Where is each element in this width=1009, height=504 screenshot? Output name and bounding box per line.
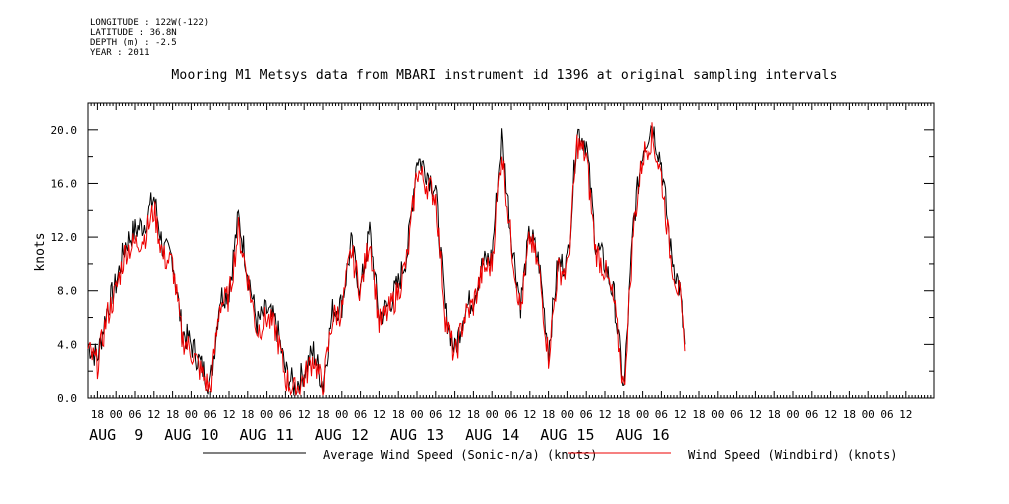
date-label: AUG 11 (240, 426, 294, 444)
date-label: AUG 15 (540, 426, 594, 444)
x-tick-label: 06 (204, 408, 217, 421)
x-tick-label: 18 (241, 408, 254, 421)
series-line-windbird-wind-speed (87, 122, 686, 397)
x-tick-label: 18 (316, 408, 329, 421)
y-tick-label: 20.0 (51, 124, 78, 137)
date-label: AUG 13 (390, 426, 444, 444)
x-tick-label: 06 (655, 408, 668, 421)
x-tick-label: 00 (636, 408, 649, 421)
y-tick-label: 12.0 (51, 231, 78, 244)
x-tick-label: 06 (880, 408, 893, 421)
x-tick-label: 18 (166, 408, 179, 421)
x-tick-label: 12 (598, 408, 611, 421)
series-line-average-wind-speed (87, 125, 686, 396)
x-tick-label: 00 (185, 408, 198, 421)
x-tick-label: 12 (373, 408, 386, 421)
x-tick-label: 00 (862, 408, 875, 421)
x-tick-label: 00 (786, 408, 799, 421)
x-tick-label: 12 (674, 408, 687, 421)
x-tick-label: 00 (260, 408, 273, 421)
x-tick-label: 00 (410, 408, 423, 421)
data-series (87, 122, 686, 397)
x-tick-label: 18 (617, 408, 630, 421)
x-tick-label: 00 (110, 408, 123, 421)
legend: Average Wind Speed (Sonic-n/a) (knots) W… (203, 448, 898, 462)
x-tick-label: 00 (561, 408, 574, 421)
y-tick-label: 4.0 (57, 338, 77, 351)
latitude-label: LATITUDE : 36.8N (90, 28, 177, 38)
x-tick-label: 06 (354, 408, 367, 421)
date-label: AUG 10 (164, 426, 218, 444)
y-tick-label: 8.0 (57, 285, 77, 298)
x-tick-label: 12 (298, 408, 311, 421)
x-tick-label: 06 (504, 408, 517, 421)
x-tick-label: 18 (392, 408, 405, 421)
x-tick-label: 18 (542, 408, 555, 421)
x-tick-label: 12 (749, 408, 762, 421)
x-tick-label: 18 (91, 408, 104, 421)
x-tick-label: 18 (692, 408, 705, 421)
y-tick-label: 16.0 (51, 177, 78, 190)
x-tick-label: 18 (843, 408, 856, 421)
legend-label-average: Average Wind Speed (Sonic-n/a) (knots) (323, 448, 598, 462)
x-tick-label: 06 (279, 408, 292, 421)
x-tick-label: 06 (580, 408, 593, 421)
date-label: AUG 12 (315, 426, 369, 444)
depth-label: DEPTH (m) : -2.5 (90, 38, 177, 48)
date-label: AUG 16 (616, 426, 670, 444)
x-tick-label: 00 (711, 408, 724, 421)
date-label: AUG 14 (465, 426, 519, 444)
x-tick-label: 12 (147, 408, 160, 421)
x-tick-label: 00 (486, 408, 499, 421)
year-label: YEAR : 2011 (90, 48, 150, 58)
x-tick-label: 18 (768, 408, 781, 421)
x-tick-label: 12 (222, 408, 235, 421)
axis-ticks (87, 102, 935, 399)
x-tick-label: 06 (429, 408, 442, 421)
x-tick-label: 12 (523, 408, 536, 421)
axis-labels: 18 00 06 12 18 00 06 12 18 00 06 12 18 00 06 12 18 00 06 12… (51, 124, 913, 444)
x-tick-label: 12 (824, 408, 837, 421)
date-label: AUG 9 (89, 426, 143, 444)
x-tick-label: 18 (467, 408, 480, 421)
legend-label-windbird: Wind Speed (Windbird) (knots) (688, 448, 898, 462)
y-axis-label: knots (33, 232, 48, 271)
chart-title: Mooring M1 Metsys data from MBARI instru… (171, 68, 838, 83)
longitude-label: LONGITUDE : 122W(-122) (90, 18, 210, 28)
x-tick-label: 00 (335, 408, 348, 421)
x-tick-label: 12 (448, 408, 461, 421)
x-tick-label: 06 (805, 408, 818, 421)
x-tick-label: 06 (730, 408, 743, 421)
y-tick-label: 0.0 (57, 392, 77, 405)
x-tick-label: 12 (899, 408, 912, 421)
station-metadata: LONGITUDE : 122W(-122) LATITUDE : 36.8N … (90, 18, 209, 58)
x-tick-label: 06 (128, 408, 141, 421)
